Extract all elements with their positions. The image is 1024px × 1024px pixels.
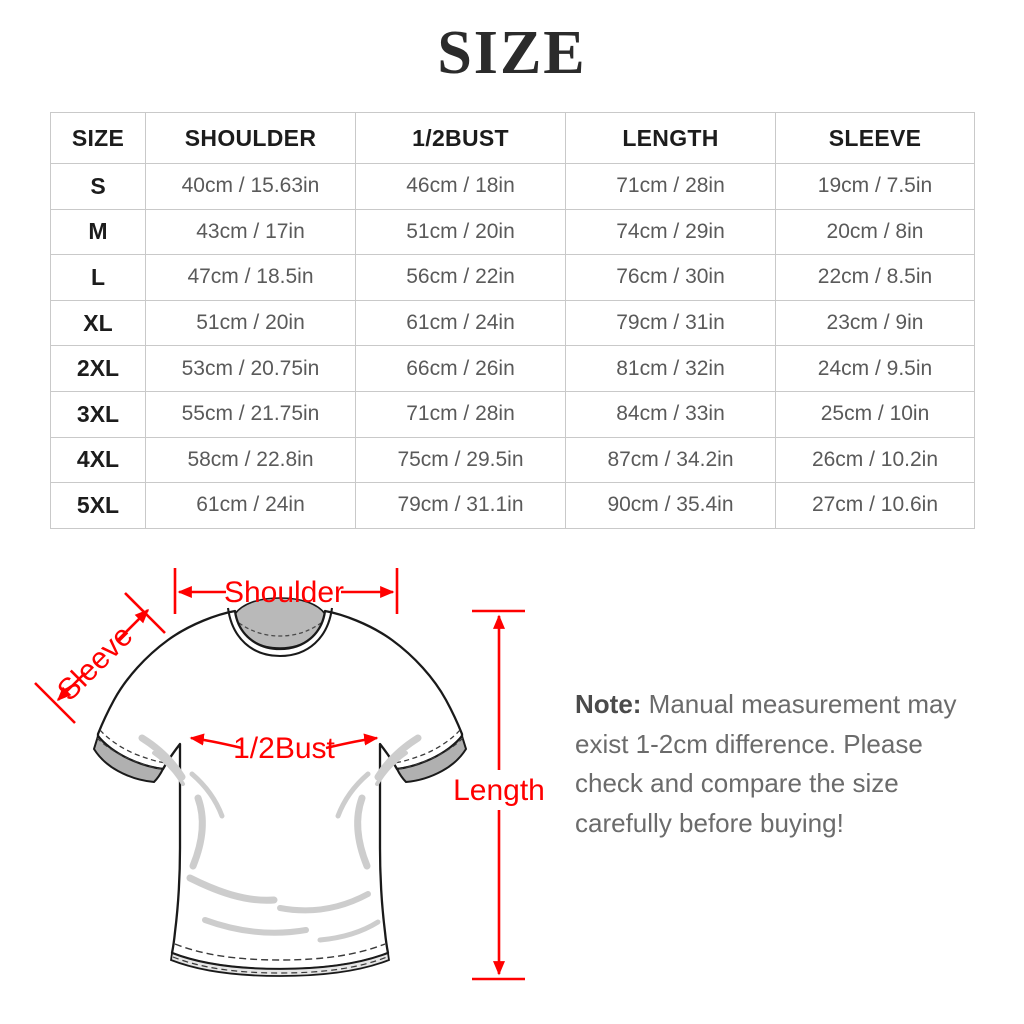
- cell-size: 2XL: [50, 345, 146, 392]
- size-chart-table-container: SIZE SHOULDER 1/2BUST LENGTH SLEEVE S 40…: [50, 112, 975, 529]
- cell-shoulder: 53cm / 20.75in: [145, 345, 356, 392]
- sleeve-tick-bottom: [34, 682, 76, 724]
- column-header-size: SIZE: [50, 112, 146, 164]
- cell-bust: 51cm / 20in: [355, 208, 566, 256]
- cell-bust: 61cm / 24in: [355, 299, 566, 347]
- fabric-shading: [138, 734, 422, 943]
- left-sleeve-cuff-stitch-2: [96, 737, 162, 770]
- cell-bust: 46cm / 18in: [355, 163, 566, 210]
- shoulder-measurement: Shoulder: [173, 568, 399, 614]
- column-header-bust: 1/2BUST: [355, 112, 566, 164]
- cell-sleeve: 25cm / 10in: [775, 390, 975, 438]
- table-row: 2XL 53cm / 20.75in 66cm / 26in 81cm / 32…: [50, 345, 975, 392]
- sleeve-arrow-up: [117, 608, 150, 641]
- left-sleeve-cuff-stitch: [99, 729, 167, 764]
- cell-shoulder: 61cm / 24in: [145, 482, 356, 529]
- shirt-outline: [96, 609, 464, 971]
- table-row: 5XL 61cm / 24in 79cm / 31.1in 90cm / 35.…: [50, 482, 975, 529]
- cell-sleeve: 19cm / 7.5in: [775, 163, 975, 210]
- cell-bust: 66cm / 26in: [355, 345, 566, 392]
- cell-shoulder: 58cm / 22.8in: [145, 436, 356, 484]
- note-text-block: Note: Manual measurement may exist 1-2cm…: [575, 685, 990, 843]
- cell-length: 81cm / 32in: [565, 345, 776, 392]
- collar-rim: [226, 607, 334, 658]
- shoulder-label: Shoulder: [224, 576, 344, 609]
- cell-sleeve: 23cm / 9in: [775, 299, 975, 347]
- note-label: Note:: [575, 689, 642, 719]
- table-row: M 43cm / 17in 51cm / 20in 74cm / 29in 20…: [50, 208, 975, 256]
- cell-size: L: [50, 254, 146, 301]
- cell-sleeve: 24cm / 9.5in: [775, 345, 975, 392]
- size-chart-table: SIZE SHOULDER 1/2BUST LENGTH SLEEVE S 40…: [50, 112, 975, 529]
- right-sleeve-cuff-stitch: [393, 729, 461, 764]
- sleeve-arrow-down: [56, 672, 86, 702]
- table-body: S 40cm / 15.63in 46cm / 18in 71cm / 28in…: [50, 163, 975, 529]
- bust-measurement: 1/2Bust: [189, 732, 379, 765]
- page-title: SIZE: [437, 19, 587, 87]
- bust-label: 1/2Bust: [233, 732, 335, 765]
- tshirt-diagram-svg: Shoulder Sleeve 1/2Bust Length: [34, 568, 545, 981]
- cell-size: 3XL: [50, 390, 146, 438]
- cell-length: 84cm / 33in: [565, 390, 776, 438]
- collar-stitch-line: [238, 622, 322, 637]
- cell-bust: 71cm / 28in: [355, 390, 566, 438]
- cell-shoulder: 51cm / 20in: [145, 299, 356, 347]
- note-body: Manual measurement may exist 1-2cm diffe…: [575, 689, 957, 838]
- table-row: L 47cm / 18.5in 56cm / 22in 76cm / 30in …: [50, 254, 975, 301]
- cell-sleeve: 20cm / 8in: [775, 208, 975, 256]
- cell-shoulder: 40cm / 15.63in: [145, 163, 356, 210]
- bust-arrow-left: [189, 733, 243, 750]
- cell-size: XL: [50, 299, 146, 347]
- column-header-length: LENGTH: [565, 112, 776, 164]
- cell-length: 71cm / 28in: [565, 163, 776, 210]
- cell-size: M: [50, 208, 146, 256]
- cell-shoulder: 55cm / 21.75in: [145, 390, 356, 438]
- cell-sleeve: 27cm / 10.6in: [775, 482, 975, 529]
- table-header: SIZE SHOULDER 1/2BUST LENGTH SLEEVE: [50, 112, 975, 164]
- table-header-row: SIZE SHOULDER 1/2BUST LENGTH SLEEVE: [50, 112, 975, 164]
- cell-size: 4XL: [50, 436, 146, 484]
- bottom-hem-stitch-upper: [174, 943, 386, 961]
- cell-sleeve: 22cm / 8.5in: [775, 254, 975, 301]
- column-header-sleeve: SLEEVE: [775, 112, 975, 164]
- cell-bust: 75cm / 29.5in: [355, 436, 566, 484]
- table-row: XL 51cm / 20in 61cm / 24in 79cm / 31in 2…: [50, 299, 975, 347]
- cell-size: 5XL: [50, 482, 146, 529]
- right-sleeve-cuff-stitch-2: [398, 737, 464, 770]
- cell-shoulder: 47cm / 18.5in: [145, 254, 356, 301]
- cell-length: 74cm / 29in: [565, 208, 776, 256]
- length-measurement: Length: [453, 609, 545, 981]
- measurement-diagram: Shoulder Sleeve 1/2Bust Length: [0, 548, 1024, 1024]
- cell-length: 87cm / 34.2in: [565, 436, 776, 484]
- length-label: Length: [453, 774, 545, 807]
- cell-length: 79cm / 31in: [565, 299, 776, 347]
- table-row: S 40cm / 15.63in 46cm / 18in 71cm / 28in…: [50, 163, 975, 210]
- cell-size: S: [50, 163, 146, 210]
- bust-arrow-right: [325, 733, 379, 750]
- column-header-shoulder: SHOULDER: [145, 112, 356, 164]
- cell-length: 76cm / 30in: [565, 254, 776, 301]
- cell-bust: 79cm / 31.1in: [355, 482, 566, 529]
- table-row: 4XL 58cm / 22.8in 75cm / 29.5in 87cm / 3…: [50, 436, 975, 484]
- tshirt-illustration: [92, 597, 468, 977]
- table-row: 3XL 55cm / 21.75in 71cm / 28in 84cm / 33…: [50, 390, 975, 438]
- cell-shoulder: 43cm / 17in: [145, 208, 356, 256]
- cell-length: 90cm / 35.4in: [565, 482, 776, 529]
- cell-sleeve: 26cm / 10.2in: [775, 436, 975, 484]
- cell-bust: 56cm / 22in: [355, 254, 566, 301]
